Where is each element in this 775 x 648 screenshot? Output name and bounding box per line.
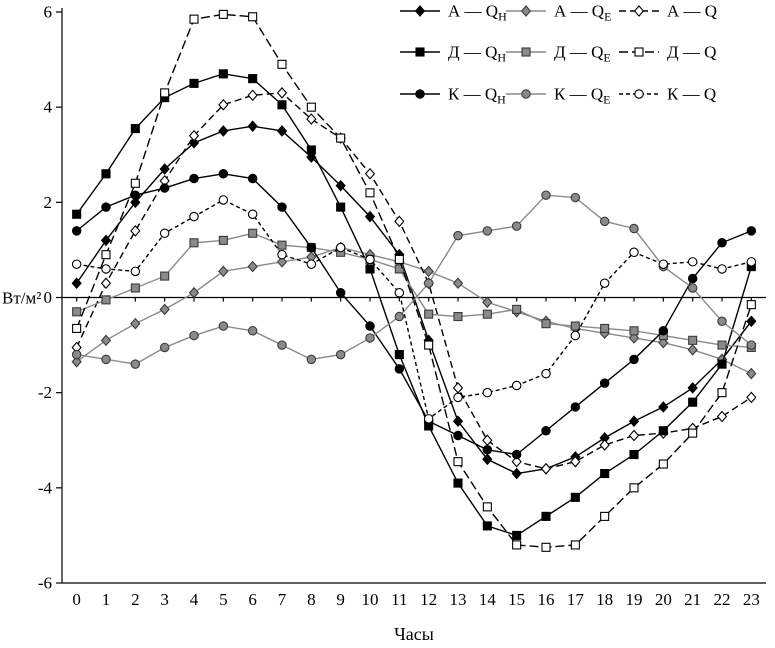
x-tick-label: 23 xyxy=(743,590,760,609)
x-tick-label: 18 xyxy=(596,590,613,609)
legend-label: А — Q xyxy=(667,2,717,21)
legend-label: Д — QН xyxy=(448,43,506,65)
x-tick-label: 9 xyxy=(336,590,345,609)
y-tick-label: -6 xyxy=(38,574,52,593)
x-tick-label: 13 xyxy=(450,590,467,609)
x-tick-label: 21 xyxy=(684,590,701,609)
legend-item-d-qh: Д — QН xyxy=(400,43,506,65)
x-tick-label: 12 xyxy=(420,590,437,609)
x-tick-label: 3 xyxy=(160,590,169,609)
y-tick-label: -4 xyxy=(38,478,53,497)
x-tick-label: 7 xyxy=(278,590,287,609)
y-tick-label: 4 xyxy=(44,98,53,117)
legend-item-d-q: Д — Q xyxy=(619,43,716,62)
x-tick-label: 6 xyxy=(248,590,257,609)
legend-label: А — QН xyxy=(448,2,507,24)
series-d-qe xyxy=(72,228,756,353)
x-tick-label: 17 xyxy=(567,590,585,609)
legend-item-a-q: А — Q xyxy=(619,2,717,21)
x-tick-label: 0 xyxy=(72,590,81,609)
x-axis-title: Часы xyxy=(394,624,434,644)
legend-label: К — QЕ xyxy=(554,85,610,107)
legend-item-k-qe: К — QЕ xyxy=(506,85,610,107)
legend-label: К — Q xyxy=(667,85,716,104)
x-tick-label: 16 xyxy=(538,590,555,609)
y-tick-label: 2 xyxy=(44,193,53,212)
legend-item-k-q: К — Q xyxy=(619,85,716,104)
y-tick-label: -2 xyxy=(38,383,52,402)
legend-label: Д — Q xyxy=(667,43,716,62)
legend-label: А — QЕ xyxy=(554,2,611,24)
legend-item-a-qh: А — QН xyxy=(400,2,507,24)
series-k-q xyxy=(71,195,757,424)
legend-item-a-qe: А — QЕ xyxy=(506,2,611,24)
series-k-qh xyxy=(71,169,757,460)
x-tick-label: 5 xyxy=(219,590,228,609)
x-tick-label: 22 xyxy=(714,590,731,609)
series-d-qh xyxy=(72,69,756,540)
legend-label: К — QН xyxy=(448,85,506,107)
series-k-qe xyxy=(71,190,757,369)
legend: А — QН А — QЕ А — Q Д — QН Д — QЕ Д — Q К — QН… xyxy=(400,2,717,107)
x-tick-label: 14 xyxy=(479,590,497,609)
x-tick-label: 4 xyxy=(190,590,199,609)
legend-label: Д — QЕ xyxy=(554,43,611,65)
series-d-q xyxy=(72,9,756,552)
x-tick-label: 20 xyxy=(655,590,672,609)
x-tick-label: 1 xyxy=(102,590,111,609)
x-tick-label: 10 xyxy=(362,590,379,609)
y-tick-label: 0 xyxy=(44,288,53,307)
legend-item-k-qh: К — QН xyxy=(400,85,506,107)
legend-item-d-qe: Д — QЕ xyxy=(506,43,611,65)
x-tick-label: 8 xyxy=(307,590,316,609)
x-tick-label: 15 xyxy=(508,590,525,609)
x-tick-label: 11 xyxy=(391,590,407,609)
y-axis-title: Вт/м² xyxy=(2,289,41,308)
x-tick-label: 19 xyxy=(626,590,643,609)
series-a-q xyxy=(71,87,757,475)
x-tick-label: 2 xyxy=(131,590,140,609)
y-tick-label: 6 xyxy=(44,3,53,22)
